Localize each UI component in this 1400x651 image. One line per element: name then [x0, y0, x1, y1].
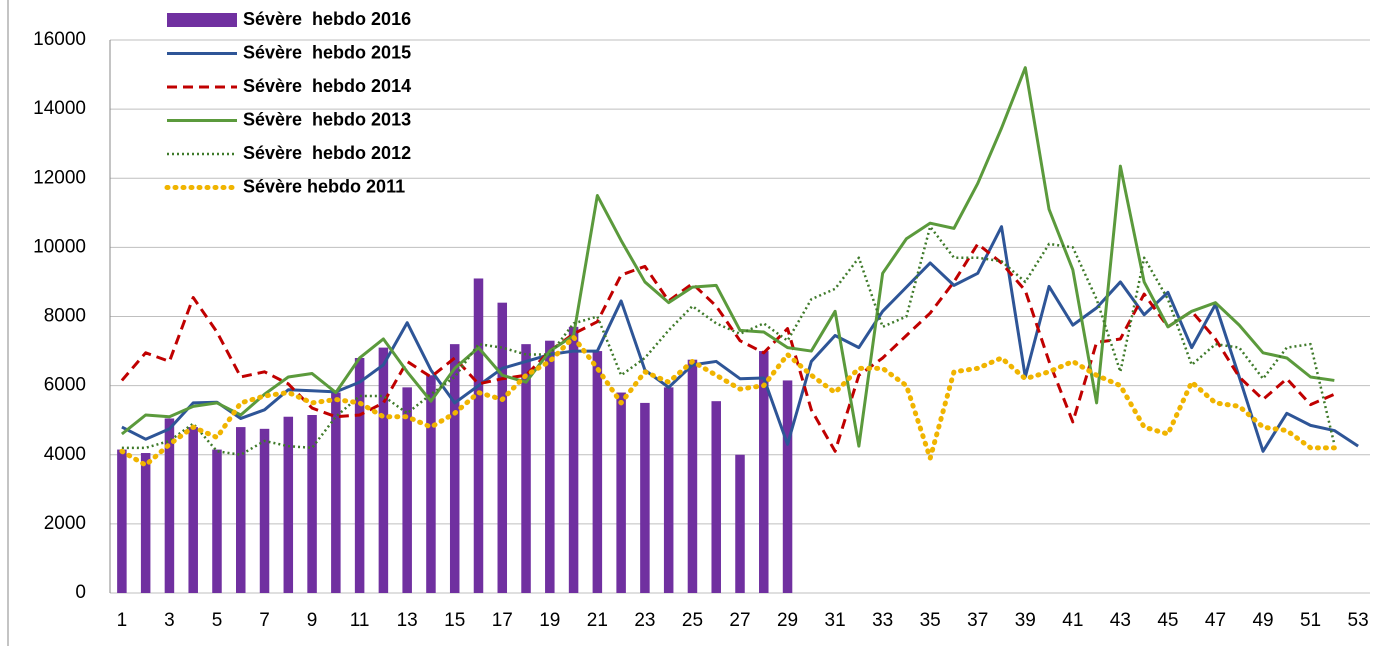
bar	[711, 401, 721, 593]
legend-label: Sévère hebdo 2011	[243, 176, 405, 196]
bar	[473, 278, 484, 593]
x-tick-label: 25	[682, 610, 703, 631]
bar	[188, 427, 198, 593]
y-tick-label: 0	[75, 582, 86, 603]
x-tick-label: 37	[967, 610, 988, 631]
bar	[759, 351, 769, 593]
bar	[687, 359, 698, 593]
bar	[378, 347, 389, 593]
bar	[354, 357, 365, 593]
bar	[140, 453, 151, 593]
bar	[331, 392, 341, 593]
legend-label: Sévère hebdo 2014	[243, 76, 411, 96]
y-tick-label: 12000	[33, 167, 86, 188]
bar	[117, 449, 127, 593]
bar	[259, 428, 270, 593]
x-tick-label: 51	[1300, 610, 1321, 631]
x-tick-label: 39	[1015, 610, 1036, 631]
legend-label: Sévère hebdo 2015	[243, 42, 411, 62]
x-tick-label: 9	[307, 610, 318, 631]
legend-label: Sévère hebdo 2016	[243, 9, 411, 29]
bar	[616, 392, 626, 593]
x-tick-label: 29	[777, 610, 798, 631]
bar	[521, 344, 531, 593]
bar	[212, 449, 222, 593]
y-tick-label: 8000	[44, 306, 86, 327]
bar	[735, 454, 745, 593]
x-tick-label: 7	[259, 610, 270, 631]
x-tick-label: 15	[444, 610, 465, 631]
y-tick-label: 2000	[44, 513, 86, 534]
bar	[236, 427, 246, 593]
x-tick-label: 31	[825, 610, 846, 631]
bar	[640, 402, 650, 593]
line-series	[120, 242, 1335, 453]
line-series	[120, 66, 1335, 448]
x-tick-label: 23	[634, 610, 655, 631]
legend-label: Sévère hebdo 2012	[243, 143, 411, 163]
legend-swatch	[167, 13, 237, 27]
bar	[568, 326, 579, 593]
x-tick-label: 3	[164, 610, 175, 631]
y-tick-label: 6000	[44, 375, 86, 396]
x-tick-label: 27	[729, 610, 750, 631]
x-tick-label: 49	[1252, 610, 1273, 631]
x-tick-label: 19	[539, 610, 560, 631]
x-tick-label: 17	[492, 610, 513, 631]
x-tick-label: 43	[1110, 610, 1131, 631]
bar	[592, 351, 603, 593]
y-tick-label: 10000	[33, 236, 86, 257]
x-tick-label: 53	[1348, 610, 1369, 631]
x-tick-label: 21	[587, 610, 608, 631]
legend-label: Sévère hebdo 2013	[243, 109, 411, 129]
x-tick-label: 13	[397, 610, 418, 631]
x-tick-label: 41	[1062, 610, 1083, 631]
bar	[307, 415, 317, 593]
x-tick-label: 33	[872, 610, 893, 631]
x-tick-label: 11	[350, 610, 370, 631]
line-series	[121, 225, 1336, 456]
x-tick-label: 45	[1157, 610, 1178, 631]
x-tick-label: 47	[1205, 610, 1226, 631]
bar	[782, 380, 793, 593]
bar	[283, 416, 294, 593]
bar	[449, 344, 460, 593]
line-series	[119, 334, 1337, 468]
y-tick-label: 14000	[33, 98, 86, 119]
bar	[426, 375, 436, 593]
bar	[164, 418, 175, 593]
bar	[402, 387, 412, 593]
bar	[497, 302, 508, 593]
y-tick-label: 16000	[33, 29, 86, 50]
x-tick-label: 1	[117, 610, 128, 631]
x-tick-label: 5	[212, 610, 223, 631]
x-tick-label: 35	[920, 610, 941, 631]
y-tick-label: 4000	[44, 444, 86, 465]
bar	[545, 340, 555, 593]
bar	[663, 387, 674, 593]
